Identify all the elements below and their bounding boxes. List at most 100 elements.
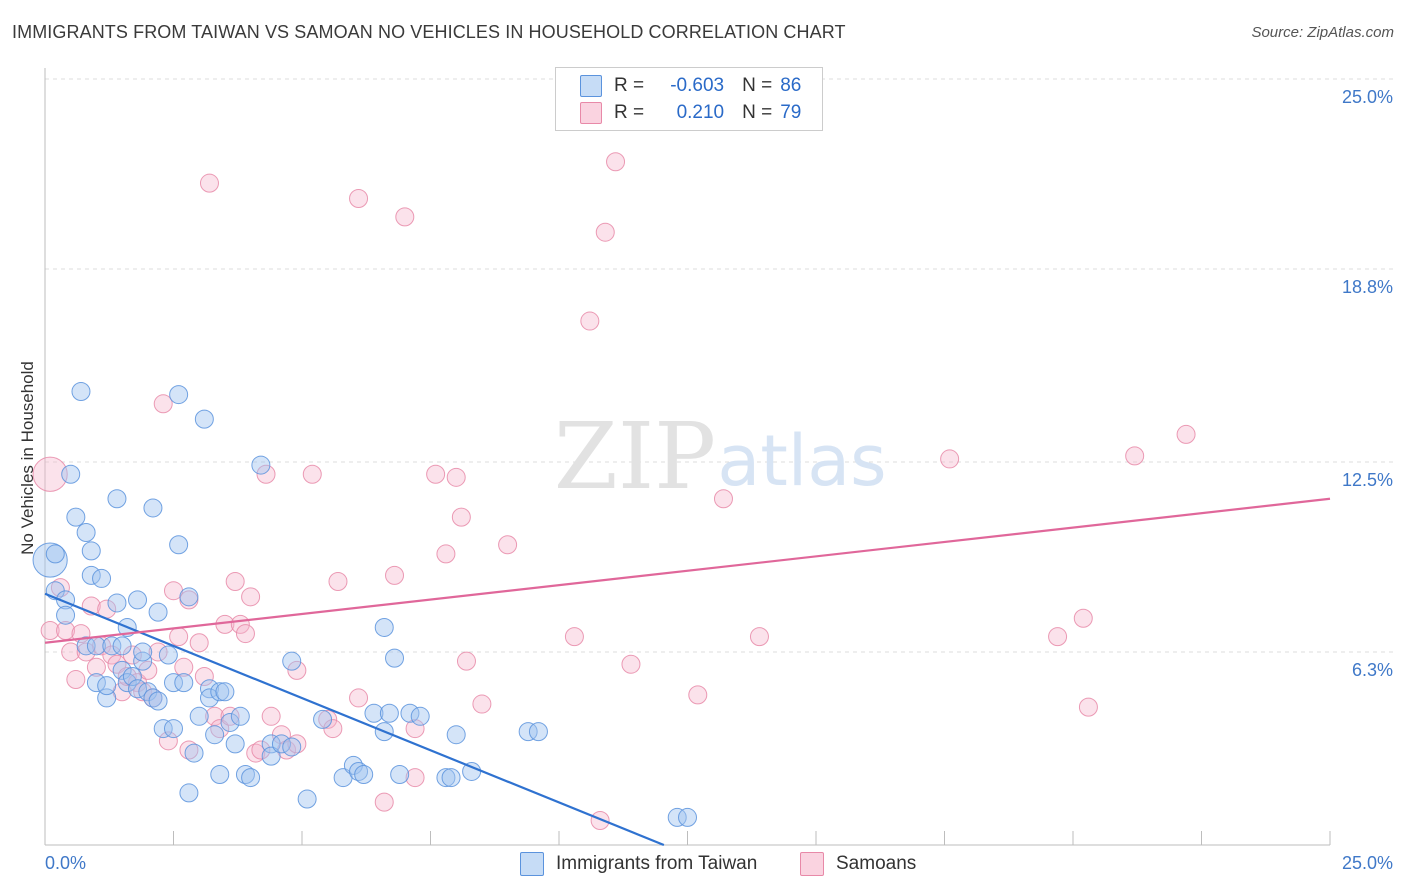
point-samoan: [940, 449, 960, 469]
point-taiwan: [32, 542, 68, 578]
point-samoan: [287, 734, 307, 754]
data-points: [32, 152, 1196, 830]
point-samoan: [189, 633, 209, 653]
trend-line-samoan: [44, 497, 1331, 644]
point-samoan: [50, 578, 70, 598]
legend-r-label: R =: [614, 102, 645, 123]
legend-n-value: 79: [780, 102, 802, 123]
point-samoan: [395, 207, 415, 227]
x-tick-label: 0.0%: [45, 853, 86, 873]
point-samoan: [287, 660, 307, 680]
point-samoan: [498, 535, 518, 555]
point-samoan: [688, 685, 708, 705]
point-taiwan: [225, 734, 245, 754]
point-samoan: [261, 706, 281, 726]
point-samoan: [349, 688, 369, 708]
legend-n-label: N =: [742, 102, 773, 123]
point-samoan: [302, 464, 322, 484]
point-samoan: [199, 173, 219, 193]
point-samoan: [456, 651, 476, 671]
point-taiwan: [143, 498, 163, 518]
point-taiwan: [379, 703, 399, 723]
point-taiwan: [354, 765, 374, 785]
point-taiwan: [61, 464, 81, 484]
point-taiwan: [235, 765, 255, 785]
point-taiwan: [518, 722, 538, 742]
point-taiwan: [81, 565, 101, 585]
point-taiwan: [169, 535, 189, 555]
point-taiwan: [410, 706, 430, 726]
point-samoan: [713, 489, 733, 509]
point-taiwan: [210, 682, 230, 702]
point-samoan: [32, 456, 68, 492]
watermark-atlas: atlas: [717, 420, 886, 502]
point-samoan: [235, 624, 255, 644]
point-samoan: [117, 666, 137, 686]
source-label: Source: ZipAtlas.com: [1251, 24, 1394, 41]
point-samoan: [328, 571, 348, 591]
point-samoan: [606, 152, 626, 172]
axes: [44, 68, 1331, 846]
point-taiwan: [102, 636, 122, 656]
point-samoan: [210, 719, 230, 739]
point-taiwan: [528, 722, 548, 742]
legend-row-samoan: R = 0.210 N = 79: [580, 101, 801, 125]
point-taiwan: [210, 765, 230, 785]
legend-swatch-samoan: [580, 102, 602, 124]
point-samoan: [107, 654, 127, 674]
watermark: ZIP atlas: [554, 403, 887, 510]
point-taiwan: [441, 768, 461, 788]
legend-swatch-taiwan: [580, 75, 602, 97]
point-samoan: [1125, 446, 1145, 466]
legend-n-value: 86: [780, 75, 802, 96]
point-samoan: [446, 467, 466, 487]
point-samoan: [251, 740, 271, 760]
point-taiwan: [117, 673, 137, 693]
point-samoan: [133, 682, 153, 702]
gridlines: [45, 78, 1395, 653]
point-taiwan: [282, 651, 302, 671]
legend-r-label: R =: [614, 75, 645, 96]
point-taiwan: [436, 768, 456, 788]
point-samoan: [595, 222, 615, 242]
point-samoan: [86, 657, 106, 677]
point-taiwan: [184, 743, 204, 763]
point-taiwan: [313, 709, 333, 729]
point-taiwan: [81, 541, 101, 561]
watermark-zip: ZIP: [554, 403, 716, 510]
point-taiwan: [241, 768, 261, 788]
point-samoan: [246, 743, 266, 763]
point-taiwan: [112, 660, 132, 680]
point-taiwan: [194, 409, 214, 429]
point-taiwan: [271, 734, 291, 754]
point-samoan: [169, 627, 189, 647]
x-tick-label: 25.0%: [1342, 853, 1393, 873]
y-tick-label: 25.0%: [1342, 87, 1393, 107]
trend-lines: [44, 497, 1331, 847]
point-taiwan: [349, 761, 369, 781]
point-taiwan: [107, 593, 127, 613]
point-taiwan: [92, 568, 112, 588]
point-samoan: [1078, 697, 1098, 717]
point-samoan: [374, 792, 394, 812]
point-taiwan: [220, 712, 240, 732]
point-taiwan: [189, 706, 209, 726]
point-samoan: [220, 706, 240, 726]
point-taiwan: [107, 489, 127, 509]
point-taiwan: [97, 676, 117, 696]
point-samoan: [40, 621, 60, 641]
point-samoan: [426, 464, 446, 484]
point-samoan: [194, 666, 214, 686]
point-samoan: [1048, 627, 1068, 647]
point-taiwan: [45, 544, 65, 564]
point-taiwan: [282, 737, 302, 757]
point-taiwan: [251, 455, 271, 475]
point-taiwan: [153, 719, 173, 739]
point-samoan: [385, 565, 405, 585]
point-samoan: [405, 719, 425, 739]
point-samoan: [451, 507, 471, 527]
point-taiwan: [164, 673, 183, 693]
point-samoan: [1073, 608, 1093, 628]
point-taiwan: [205, 725, 225, 745]
